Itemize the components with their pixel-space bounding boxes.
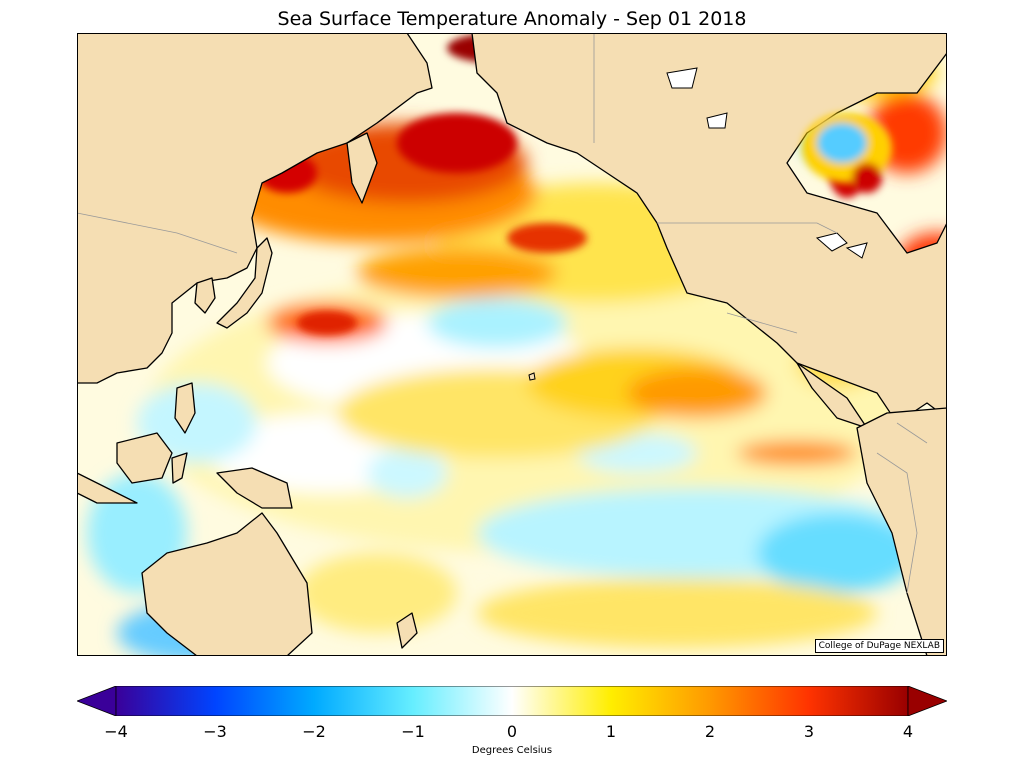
credit-label: College of DuPage NEXLAB [814, 639, 944, 653]
colorbar-label: Degrees Celsius [471, 745, 553, 756]
central-america-landmass [796, 362, 868, 429]
japan-landmass [216, 237, 273, 329]
australia-landmass [141, 512, 313, 656]
colorbar-tick-label: −4 [104, 722, 128, 741]
colorbar-gradient [115, 686, 909, 716]
sulawesi-landmass [171, 452, 188, 484]
hudson-bay [802, 113, 892, 193]
map-svg [77, 33, 947, 656]
colorbar-tick-label: 2 [704, 722, 716, 741]
colorbar [77, 686, 947, 716]
south-america-landmass [856, 407, 947, 656]
colorbar-tick-label: 0 [506, 722, 518, 741]
map-title: Sea Surface Temperature Anomaly - Sep 01… [277, 8, 747, 30]
colorbar-tick-label: −1 [401, 722, 425, 741]
great-lakes [815, 232, 868, 259]
new-zealand-landmass [396, 612, 418, 649]
colorbar-tick-label: 4 [902, 722, 914, 741]
arctic-islands [666, 67, 728, 129]
new-guinea-landmass [216, 467, 293, 509]
colorbar-tick-label: −2 [302, 722, 326, 741]
colorbar-tick-label: 3 [803, 722, 815, 741]
korea-landmass [194, 277, 216, 314]
hawaii-island [528, 372, 536, 381]
anomaly-map [77, 33, 947, 656]
land [77, 33, 947, 656]
sumatra-java-landmass [77, 472, 138, 504]
philippines-landmass [174, 382, 196, 434]
colorbar-extend-high [907, 686, 947, 716]
colorbar-tick-label: −3 [203, 722, 227, 741]
borders [77, 33, 928, 594]
colorbar-extend-low [77, 686, 117, 716]
borneo-landmass [116, 432, 173, 484]
kamchatka-landmass [346, 132, 378, 204]
colorbar-tick-label: 1 [605, 722, 617, 741]
